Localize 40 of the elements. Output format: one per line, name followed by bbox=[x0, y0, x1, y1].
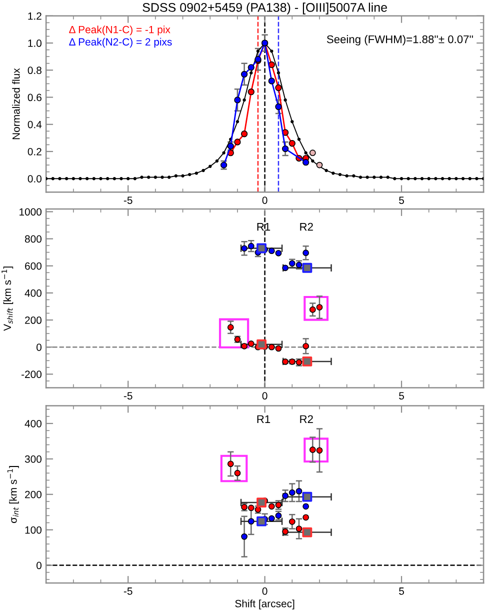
annotation: R1 bbox=[257, 415, 270, 423]
y-tick-label: 100 bbox=[25, 526, 42, 534]
x-tick-label: -5 bbox=[124, 588, 132, 595]
x-tick-label: -5 bbox=[124, 392, 132, 400]
x-tick-label: 5 bbox=[399, 196, 404, 204]
y-tick-label: 0 bbox=[36, 562, 42, 570]
x-tick-label: 0 bbox=[262, 587, 268, 595]
y-axis-title: σ$_{int}$ [km s$^{−1}$] bbox=[7, 466, 19, 523]
y-tick-label: 0 bbox=[36, 344, 42, 351]
annotation: R2 bbox=[300, 415, 313, 423]
y-axis-title: V$_{shift}$ [km s$^{−1}$] bbox=[2, 266, 14, 331]
x-tick-label: 5 bbox=[399, 392, 404, 400]
x-tick-label: 0 bbox=[262, 392, 268, 400]
y-tick-label: 0.2 bbox=[28, 148, 42, 156]
y-tick-label: 0.8 bbox=[28, 66, 42, 74]
y-tick-label: 1.0 bbox=[28, 40, 42, 47]
x-tick-label: 5 bbox=[399, 588, 404, 595]
y-tick-label: 200 bbox=[25, 316, 42, 324]
y-tick-label: 400 bbox=[24, 289, 42, 297]
y-tick-label: 200 bbox=[25, 490, 42, 498]
x-tick-label: -5 bbox=[124, 196, 132, 204]
x-axis-title: Shift [arcsec] bbox=[235, 600, 294, 610]
x-tick-label: 0 bbox=[262, 196, 268, 204]
annotation: R1 bbox=[257, 222, 270, 231]
chart-title: SDSS 0902+5459 (PA138) - [OIII]5007A line bbox=[142, 2, 387, 14]
y-tick-label: 800 bbox=[24, 235, 42, 243]
y-tick-label: 300 bbox=[24, 455, 42, 463]
annotation: R2 bbox=[300, 222, 313, 231]
y-tick-label: 0.6 bbox=[28, 94, 42, 102]
y-tick-label: 0.4 bbox=[28, 120, 42, 128]
y-tick-label: -200 bbox=[22, 370, 42, 378]
text: Δ Peak(N1-C) = -1 pix bbox=[69, 26, 170, 36]
y-tick-label: 400 bbox=[24, 420, 42, 428]
y-tick-label: 0.0 bbox=[28, 175, 42, 182]
y-tick-label: 1000 bbox=[20, 208, 42, 216]
y-tick-label: 1.2 bbox=[28, 12, 42, 20]
y-tick-label: 600 bbox=[25, 262, 42, 270]
text: Δ Peak(N2-C) = 2 pixs bbox=[69, 38, 172, 48]
y-axis-title: Normalized flux bbox=[12, 68, 20, 140]
annotation: Seeing (FWHM)=1.88''± 0.07'' bbox=[326, 35, 473, 46]
